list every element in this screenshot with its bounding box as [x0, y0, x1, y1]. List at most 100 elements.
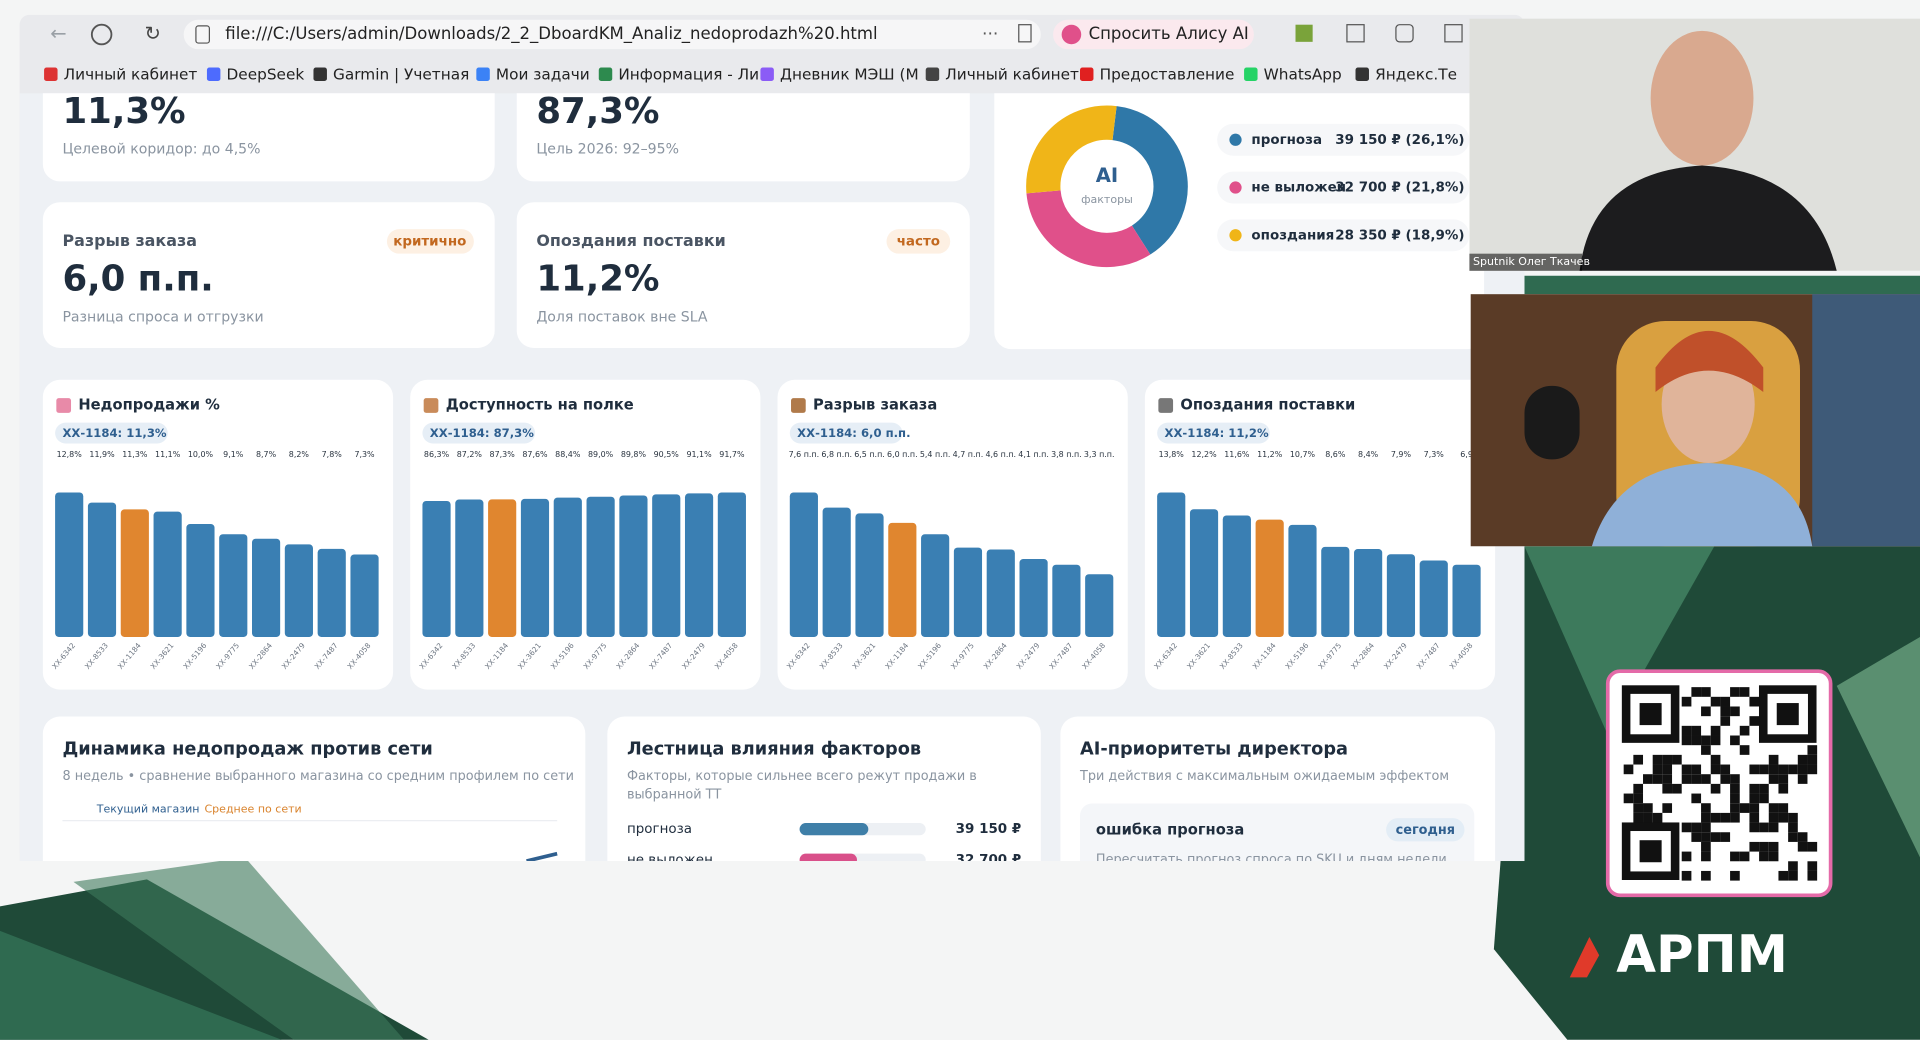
qr-module [1701, 706, 1711, 717]
address-text[interactable]: file:///C:/Users/admin/Downloads/2_2_Dbo… [225, 24, 877, 44]
logo-mark [1569, 936, 1600, 978]
qr-module [1701, 687, 1711, 697]
value-label: 4,7 п.п. [953, 450, 984, 459]
qr-module [1788, 822, 1798, 833]
qr-module [1652, 754, 1663, 765]
value-label: 6,5 п.п. [854, 450, 885, 459]
bar [422, 500, 451, 637]
qr-module [1720, 764, 1731, 775]
kpi-value: 87,3% [536, 91, 659, 132]
speaker-label-bg [1469, 253, 1583, 271]
bookmark[interactable]: WhatsApp [1264, 65, 1342, 83]
bookmark[interactable]: Предоставление [1100, 65, 1235, 83]
legend-row [1217, 171, 1470, 204]
qr-module [1643, 803, 1653, 813]
kpi-badge [386, 229, 474, 254]
qr-module [1691, 735, 1702, 746]
bookmark[interactable]: Дневник МЭШ (М [780, 65, 919, 83]
legend-row [1217, 123, 1470, 156]
panel-subtitle: Три действия с максимальным ожидаемым эф… [1079, 769, 1449, 784]
qr-module [1778, 783, 1789, 794]
person-head [1650, 30, 1754, 166]
person-head [1661, 345, 1755, 464]
qr-module [1730, 735, 1740, 746]
qr-module [1778, 812, 1789, 823]
qr-module [1739, 803, 1750, 813]
qr-module [1710, 764, 1721, 775]
priority-title: ошибка прогноза [1096, 821, 1244, 838]
qr-module [1681, 764, 1692, 775]
legend-label: опоздания [1251, 228, 1334, 243]
qr-module [1691, 764, 1702, 775]
qr-module [1633, 754, 1644, 765]
qr-finder-center [1639, 703, 1662, 726]
factor-value: 39 150 ₽ [956, 822, 1022, 837]
bookmark-button[interactable] [1018, 24, 1032, 43]
qr-module [1730, 774, 1740, 784]
chart-badge [55, 422, 168, 444]
bookmark-icon [760, 67, 774, 82]
bar [55, 492, 84, 637]
bar [855, 513, 884, 637]
more-button[interactable]: ··· [982, 24, 998, 44]
qr-module [1633, 812, 1644, 823]
value-label: 12,8% [57, 450, 83, 459]
bookmark-icon [1244, 67, 1258, 82]
value-label: 8,2% [289, 450, 310, 459]
toolbar-icon[interactable] [1395, 24, 1414, 43]
alice-button[interactable] [1053, 19, 1254, 50]
video-tile [1470, 294, 1920, 547]
bookmark[interactable]: DeepSeek [227, 65, 305, 83]
value-label: 7,6 п.п. [789, 450, 820, 459]
value-label: 91,1% [686, 450, 712, 459]
bar [789, 492, 818, 637]
bookmark[interactable]: Яндекс.Те [1375, 65, 1457, 83]
bookmark[interactable]: Garmin | Учетная [333, 65, 469, 83]
bar [1452, 564, 1481, 637]
bar [87, 502, 117, 637]
qr-module [1623, 793, 1634, 804]
panel-title: Лестница влияния факторов [627, 740, 921, 760]
chart-badge [789, 422, 903, 444]
qr-module [1720, 716, 1731, 726]
address-bar[interactable] [183, 19, 1041, 50]
qr-module [1710, 832, 1721, 842]
kpi-title: Разрыв заказа [62, 231, 197, 250]
reload-button[interactable]: ↻ [144, 22, 160, 45]
bar [1354, 548, 1383, 637]
qr-module [1768, 851, 1779, 862]
value-label: 89,8% [621, 450, 647, 459]
toolbar-icon[interactable] [1346, 24, 1365, 43]
bookmark[interactable]: Личный кабинет [64, 65, 198, 83]
toolbar-icon[interactable] [1444, 24, 1463, 43]
alice-text[interactable]: Спросить Алису AI [1089, 24, 1249, 43]
line-fragment [526, 851, 558, 862]
chart-title: Недопродажи % [78, 397, 220, 414]
qr-module [1681, 822, 1692, 833]
qr-module [1623, 764, 1634, 775]
bar [953, 547, 983, 637]
bookmark[interactable]: Личный кабинет [945, 65, 1079, 83]
qr-module [1672, 754, 1682, 765]
qr-module [1681, 870, 1692, 881]
bookmark[interactable]: Информация - Ли [618, 65, 759, 83]
back-button[interactable]: ← [50, 22, 66, 45]
bookmark[interactable]: Мои задачи [496, 65, 590, 83]
bar [921, 534, 950, 637]
legend-dot [1229, 229, 1242, 242]
qr-module [1662, 754, 1673, 765]
qr-module [1701, 870, 1711, 881]
extension-icon[interactable] [1295, 24, 1313, 42]
qr-module [1681, 851, 1692, 862]
qr-module [1788, 832, 1798, 842]
kpi-card [516, 93, 970, 182]
value-label: 11,2% [1257, 450, 1283, 459]
yandex-button[interactable] [90, 23, 113, 46]
qr-module [1633, 793, 1644, 804]
panel-subtitle: выбранной ТТ [627, 787, 722, 802]
qr-module [1681, 725, 1692, 736]
qr-module [1701, 851, 1711, 862]
qr-module [1807, 745, 1818, 755]
